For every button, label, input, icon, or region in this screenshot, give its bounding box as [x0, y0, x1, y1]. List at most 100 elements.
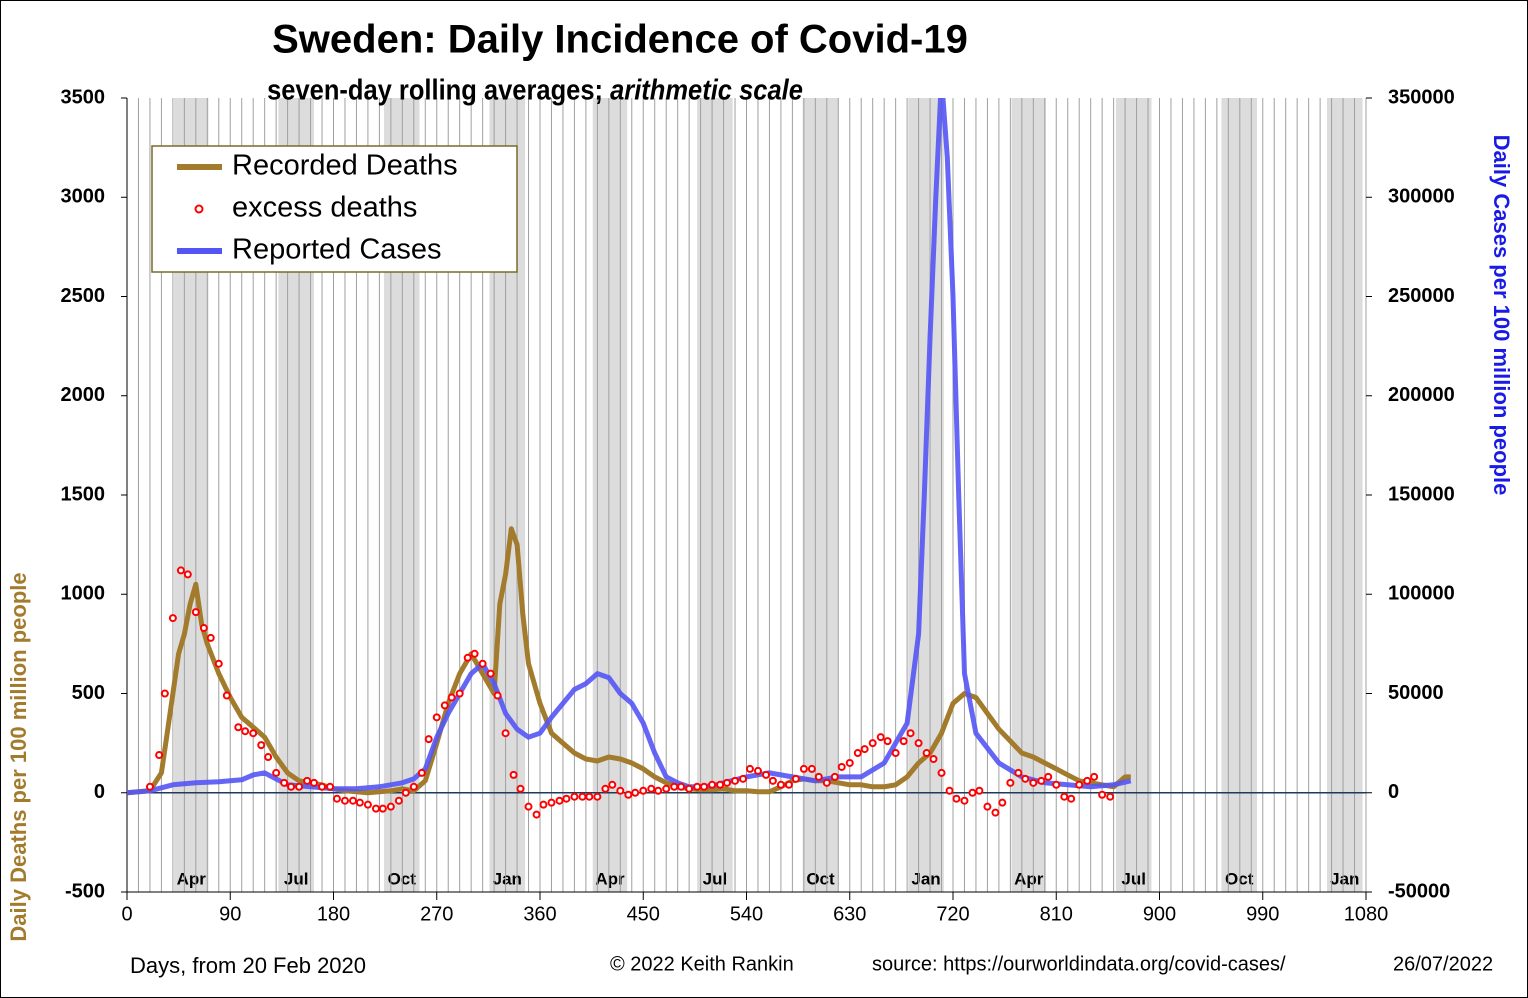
excess-point	[401, 788, 410, 797]
excess-point	[1006, 778, 1015, 787]
x-tick-label: 90	[219, 903, 241, 925]
excess-point	[807, 764, 816, 773]
excess-point	[799, 764, 808, 773]
excess-point	[784, 780, 793, 789]
excess-point	[708, 780, 717, 789]
x-tick-label: 630	[833, 903, 866, 925]
y-tick-label: 1000	[61, 583, 106, 605]
x-tick-label: 810	[1040, 903, 1073, 925]
excess-point	[1075, 780, 1084, 789]
excess-point	[524, 802, 533, 811]
excess-point	[585, 792, 594, 801]
excess-point	[914, 739, 923, 748]
excess-point	[1052, 780, 1061, 789]
excess-point	[191, 608, 200, 617]
excess-point	[700, 782, 709, 791]
excess-point	[975, 786, 984, 795]
excess-point	[876, 733, 885, 742]
excess-point	[349, 796, 358, 805]
excess-point	[440, 701, 449, 710]
y-tick-label: 0	[94, 781, 105, 803]
month-label: Jul	[284, 869, 309, 888]
excess-point	[845, 758, 854, 767]
excess-point	[176, 566, 185, 575]
excess-point	[608, 780, 617, 789]
legend-label: Recorded Deaths	[232, 150, 458, 182]
excess-point	[409, 782, 418, 791]
month-label: Apr	[595, 869, 625, 888]
excess-point	[670, 782, 679, 791]
x-tick-label: 720	[936, 903, 969, 925]
excess-point	[578, 792, 587, 801]
excess-point	[860, 745, 869, 754]
excess-point	[868, 739, 877, 748]
excess-point	[1098, 790, 1107, 799]
excess-point	[952, 794, 961, 803]
x-tick-label: 540	[730, 903, 763, 925]
excess-point	[463, 653, 472, 662]
excess-point	[883, 737, 892, 746]
subtitle-text: seven-day rolling averages;	[267, 73, 610, 106]
excess-point	[998, 798, 1007, 807]
month-label: Apr	[177, 869, 207, 888]
excess-point	[716, 780, 725, 789]
excess-point	[183, 570, 192, 579]
excess-point	[249, 729, 258, 738]
y-axis-label: Daily Deaths per 100 million people	[6, 572, 31, 941]
excess-point	[371, 804, 380, 813]
y2-axis-label: Daily Cases per 100 million people	[1489, 135, 1514, 496]
excess-point	[214, 659, 223, 668]
x-tick-label: 1080	[1344, 903, 1389, 925]
excess-point	[562, 794, 571, 803]
excess-point	[424, 735, 433, 744]
excess-point	[906, 729, 915, 738]
excess-point	[1037, 776, 1046, 785]
y2-tick-label: 150000	[1388, 483, 1455, 505]
excess-point	[731, 776, 740, 785]
excess-point	[478, 659, 487, 668]
excess-point	[616, 786, 625, 795]
y-tick-label: 500	[72, 682, 105, 704]
excess-point	[222, 691, 231, 700]
excess-point	[241, 727, 250, 736]
excess-point	[693, 782, 702, 791]
excess-point	[532, 810, 541, 819]
month-band	[592, 98, 628, 892]
excess-point	[960, 796, 969, 805]
excess-point	[1021, 774, 1030, 783]
x-tick-label: 990	[1246, 903, 1279, 925]
x-tick-label: 0	[121, 903, 132, 925]
excess-point	[853, 749, 862, 758]
month-label: Jul	[703, 869, 728, 888]
excess-point	[593, 792, 602, 801]
excess-point	[991, 808, 1000, 817]
date: 26/07/2022	[1393, 953, 1493, 975]
excess-point	[516, 784, 525, 793]
y2-tick-label: -50000	[1388, 880, 1450, 902]
excess-point	[493, 691, 502, 700]
excess-point	[378, 804, 387, 813]
x-tick-label: 450	[627, 903, 660, 925]
excess-point	[1060, 792, 1069, 801]
excess-point	[631, 788, 640, 797]
subtitle-italic: arithmetic scale	[610, 73, 803, 106]
x-tick-label: 180	[317, 903, 350, 925]
source: source: https://ourworldindata.org/covid…	[872, 953, 1286, 975]
y-tick-label: 2000	[61, 384, 106, 406]
excess-point	[814, 772, 823, 781]
excess-point	[1090, 772, 1099, 781]
excess-point	[662, 784, 671, 793]
excess-point	[486, 669, 495, 678]
excess-point	[363, 800, 372, 809]
excess-point	[332, 794, 341, 803]
y2-tick-label: 250000	[1388, 285, 1455, 307]
y-tick-label: 3500	[61, 86, 106, 108]
legend-label: Reported Cases	[232, 234, 442, 266]
excess-point	[739, 774, 748, 783]
excess-point	[432, 713, 441, 722]
excess-point	[647, 784, 656, 793]
month-label: Jan	[911, 869, 940, 888]
y2-tick-label: 300000	[1388, 186, 1455, 208]
